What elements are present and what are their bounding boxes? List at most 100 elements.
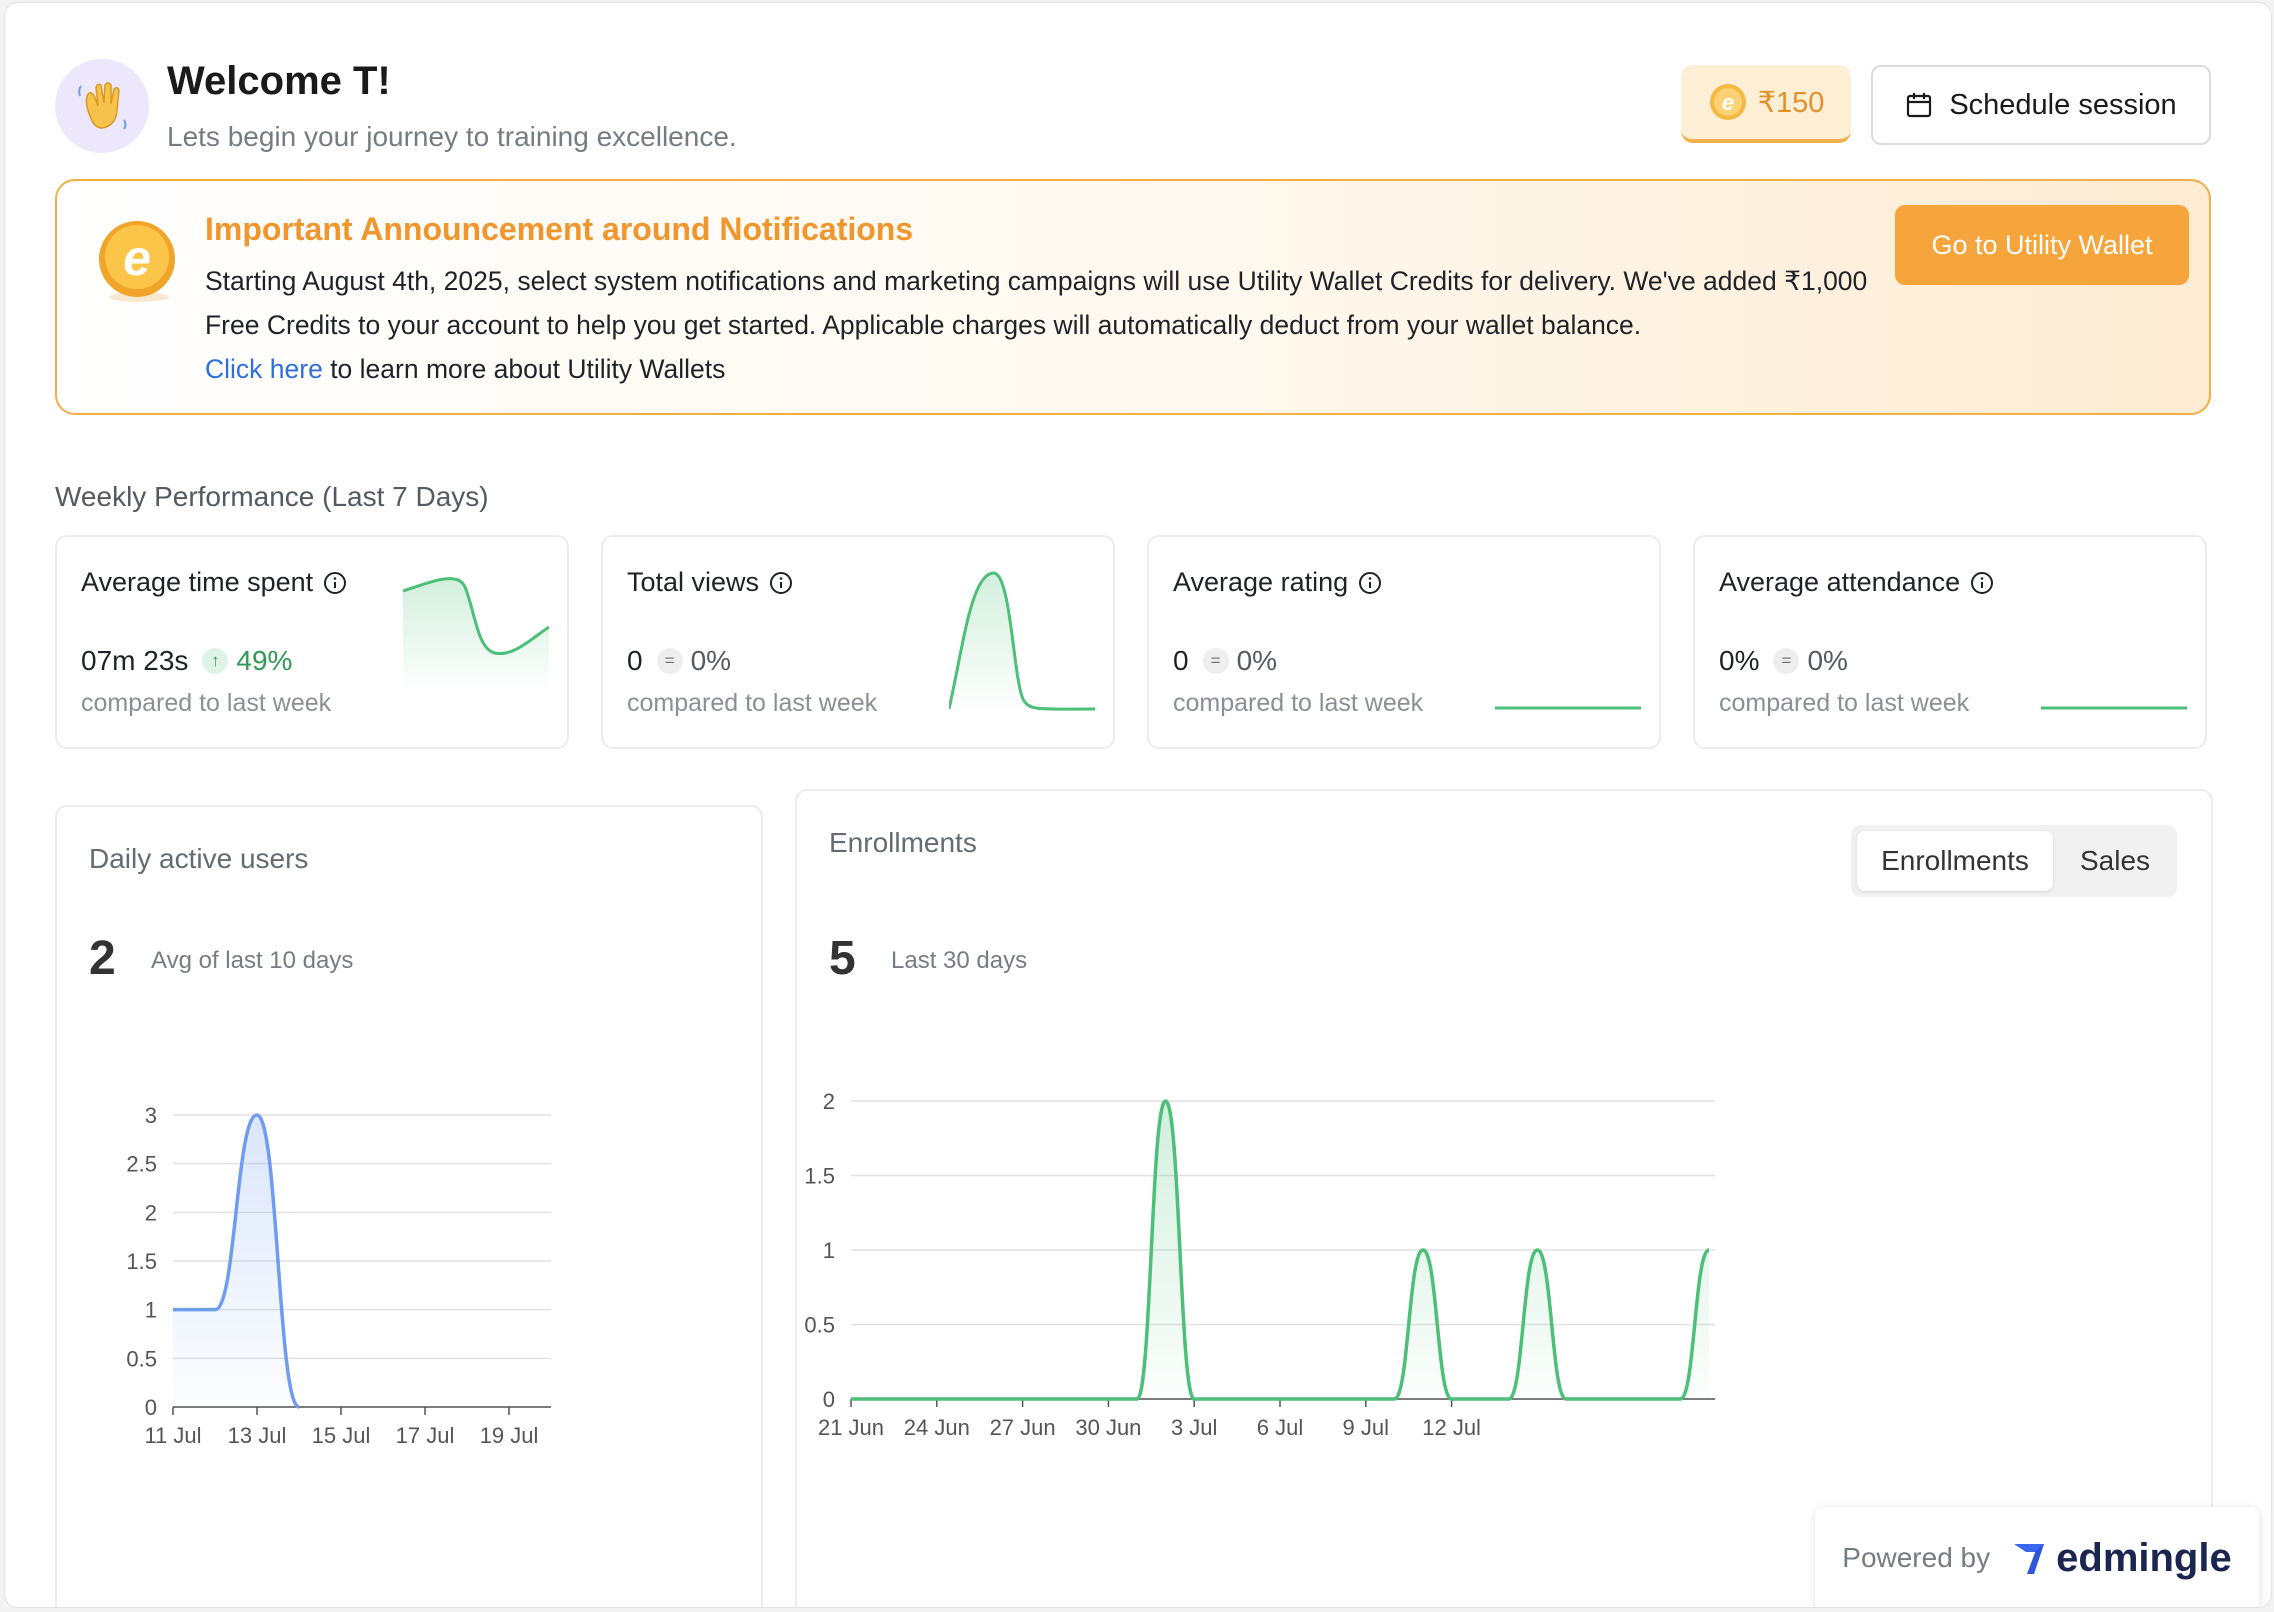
daily-active-users-panel: Daily active users 2 Avg of last 10 days…	[55, 805, 763, 1607]
stat-title: Average attendance	[1719, 567, 1961, 597]
info-icon[interactable]	[323, 571, 347, 595]
learn-more-link[interactable]: Click here	[205, 354, 323, 384]
dau-subtitle: Avg of last 10 days	[151, 947, 354, 974]
y-tick-label: 0.5	[804, 1313, 835, 1338]
info-icon[interactable]	[769, 571, 793, 595]
powered-by-label: Powered by	[1842, 1542, 1991, 1573]
change-chip: = 0%	[1202, 645, 1278, 677]
change-value: 0%	[1807, 645, 1848, 676]
series-line	[850, 1099, 1711, 1401]
x-tick-label: 30 Jun	[1075, 1415, 1141, 1440]
sparkline-total-views	[949, 571, 1095, 713]
waving-hand-icon	[55, 59, 149, 153]
go-to-utility-wallet-button[interactable]: Go to Utility Wallet	[1895, 205, 2189, 285]
y-tick-label: 1.5	[804, 1164, 835, 1189]
x-tick-label: 17 Jul	[396, 1423, 455, 1448]
y-tick-label: 0.5	[126, 1346, 157, 1371]
enrollments-subtitle: Last 30 days	[891, 947, 1028, 974]
brand-name: edmingle	[2056, 1535, 2232, 1580]
enrollments-chart: 0 0.5 1 1.5 2 21 Jun 24 Jun 27 Jun 30 Jun 3 Jul 6 …	[804, 1089, 1715, 1440]
dau-chart: 0 0.5 1 1.5 2 2.5 3 11 Jul 13 Jul 15 Jul 17 Jul 19 …	[126, 1103, 551, 1448]
y-tick-label: 2	[145, 1200, 157, 1225]
stat-value-row: 0% = 0%	[1719, 645, 1848, 677]
stat-value-row: 0 = 0%	[627, 645, 731, 677]
calendar-icon	[1907, 93, 1932, 118]
change-value: 49%	[236, 645, 293, 676]
weekly-performance-label: Weekly Performance (Last 7 Days)	[55, 481, 489, 512]
announcement-body-text: Starting August 4th, 2025, select system…	[205, 266, 1868, 340]
svg-text:e: e	[123, 230, 151, 286]
x-tick-label: 12 Jul	[1422, 1415, 1481, 1440]
stat-title: Average rating	[1173, 567, 1349, 597]
x-tick-label: 11 Jul	[144, 1423, 201, 1448]
x-tick-label: 13 Jul	[228, 1423, 287, 1448]
y-tick-label: 1.5	[126, 1249, 157, 1274]
stat-title-row: Average rating	[1173, 567, 1382, 598]
y-tick-label: 1	[823, 1238, 835, 1263]
compare-text: compared to last week	[1719, 689, 1970, 717]
equals-icon: =	[1773, 648, 1800, 674]
stat-title-row: Total views	[627, 567, 793, 598]
edmingle-logo-icon	[2014, 1544, 2045, 1574]
series-line	[172, 1113, 300, 1409]
x-tick-label: 6 Jul	[1257, 1415, 1303, 1440]
announcement-title: Important Announcement around Notificati…	[205, 211, 914, 247]
enrollments-sales-toggle: Enrollments Sales	[1851, 825, 2177, 897]
y-tick-label: 1	[145, 1298, 157, 1323]
utility-coin-icon: e	[99, 221, 175, 302]
stat-value: 0	[1173, 645, 1189, 676]
dau-value: 2	[89, 932, 116, 985]
stat-card-average-attendance: Average attendance 0% = 0% compared to l…	[1693, 535, 2207, 749]
powered-by-badge[interactable]: Powered by edmingle	[1815, 1507, 2259, 1607]
stat-title-row: Average attendance	[1719, 567, 1994, 598]
sparkline-average-rating	[1495, 706, 1641, 710]
credits-badge[interactable]: e ₹150	[1681, 65, 1851, 143]
change-chip: = 0%	[656, 645, 732, 677]
y-tick-label: 2	[823, 1089, 835, 1114]
y-tick-label: 2.5	[126, 1152, 157, 1177]
x-tick-label: 9 Jul	[1343, 1415, 1389, 1440]
stat-value: 0	[627, 645, 643, 676]
x-tick-label: 3 Jul	[1171, 1415, 1217, 1440]
dau-title: Daily active users	[89, 843, 309, 874]
sparkline-time-spent	[403, 577, 549, 691]
coin-icon: e	[1709, 84, 1746, 120]
y-tick-label: 0	[145, 1395, 157, 1420]
welcome-subtitle: Lets begin your journey to training exce…	[167, 121, 737, 152]
schedule-session-button[interactable]: Schedule session	[1871, 65, 2211, 145]
change-value: 0%	[1236, 645, 1278, 676]
change-chip: = 0%	[1773, 645, 1848, 677]
compare-text: compared to last week	[1173, 689, 1424, 717]
welcome-title: Welcome T!	[167, 59, 391, 103]
stat-title: Average time spent	[81, 567, 314, 597]
announcement-banner: e Important Announcement around Notifica…	[55, 179, 2211, 415]
learn-more-suffix: to learn more about Utility Wallets	[322, 354, 726, 384]
y-tick-label: 3	[145, 1103, 157, 1128]
compare-text: compared to last week	[81, 689, 332, 717]
stat-title-row: Average time spent	[81, 567, 347, 598]
info-icon[interactable]	[1358, 571, 1382, 595]
x-tick-label: 21 Jun	[818, 1415, 884, 1440]
enrollments-panel: Enrollments Enrollments Sales 5 Last 30 …	[795, 789, 2213, 1607]
announcement-body: Starting August 4th, 2025, select system…	[205, 259, 1925, 391]
enrollments-value: 5	[829, 932, 856, 985]
y-tick-label: 0	[823, 1387, 835, 1412]
compare-text: compared to last week	[627, 689, 878, 717]
change-chip: ↑ 49%	[202, 645, 292, 677]
stat-value-row: 07m 23s ↑ 49%	[81, 645, 292, 677]
x-tick-label: 27 Jun	[990, 1415, 1056, 1440]
stat-value: 07m 23s	[81, 645, 189, 676]
info-icon[interactable]	[1970, 571, 1994, 595]
credits-amount: ₹150	[1757, 86, 1825, 119]
toggle-enrollments[interactable]: Enrollments	[1857, 831, 2053, 891]
change-value: 0%	[690, 645, 732, 676]
sparkline-average-attendance	[2041, 706, 2187, 710]
stat-card-average-time-spent: Average time spent 07m 23s ↑ 49% compare…	[55, 535, 569, 749]
toggle-sales[interactable]: Sales	[2079, 845, 2151, 876]
enrollments-title: Enrollments	[829, 827, 977, 858]
stat-value-row: 0 = 0%	[1173, 645, 1277, 677]
equals-icon: =	[1202, 648, 1229, 674]
svg-text:e: e	[1721, 90, 1733, 115]
dashboard-page: Welcome T! Lets begin your journey to tr…	[4, 2, 2272, 1608]
arrow-up-icon: ↑	[202, 648, 229, 674]
